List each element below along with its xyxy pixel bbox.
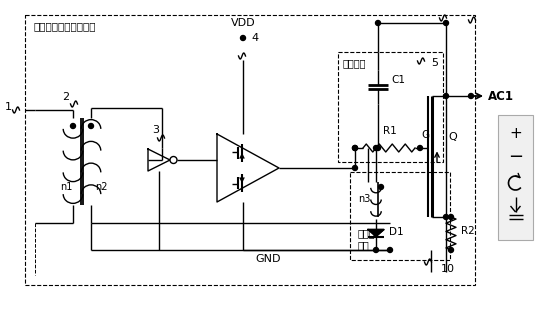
Text: R2: R2 — [461, 225, 475, 236]
Circle shape — [417, 145, 422, 150]
Text: D1: D1 — [389, 227, 403, 237]
Circle shape — [448, 215, 453, 219]
Circle shape — [443, 20, 448, 25]
Text: Q: Q — [448, 132, 457, 142]
Text: VDD: VDD — [231, 18, 256, 28]
Bar — [338, 52, 443, 162]
Text: C1: C1 — [391, 75, 405, 85]
Text: 調整回路: 調整回路 — [343, 58, 366, 68]
Text: 回路: 回路 — [358, 240, 370, 250]
Circle shape — [70, 123, 75, 129]
Text: +: + — [509, 126, 522, 140]
Text: n2: n2 — [95, 182, 108, 192]
Text: 2: 2 — [62, 92, 69, 102]
Text: 4: 4 — [251, 33, 258, 43]
Circle shape — [443, 215, 448, 219]
Circle shape — [352, 166, 357, 171]
Text: −: − — [508, 148, 523, 166]
Text: R1: R1 — [382, 126, 396, 136]
Circle shape — [352, 145, 357, 150]
Text: 負電圧: 負電圧 — [358, 228, 376, 238]
Text: 1: 1 — [5, 102, 12, 112]
Circle shape — [376, 20, 381, 25]
Circle shape — [374, 247, 379, 253]
Text: G: G — [421, 130, 429, 140]
Text: n3: n3 — [358, 193, 370, 203]
Text: n1: n1 — [60, 182, 72, 192]
Circle shape — [352, 145, 357, 150]
Circle shape — [448, 247, 453, 253]
Text: 3: 3 — [152, 125, 159, 135]
Text: 10: 10 — [441, 264, 455, 274]
Circle shape — [443, 94, 448, 99]
Circle shape — [376, 145, 381, 150]
Circle shape — [374, 145, 379, 150]
Bar — [25, 15, 475, 285]
Circle shape — [379, 184, 384, 189]
Text: 5: 5 — [431, 58, 438, 68]
Text: GND: GND — [255, 254, 280, 264]
Bar — [498, 115, 533, 240]
Circle shape — [240, 36, 245, 41]
Text: AC1: AC1 — [488, 90, 514, 103]
Text: スイッチング制御回路: スイッチング制御回路 — [33, 21, 95, 31]
Polygon shape — [368, 229, 384, 237]
Circle shape — [387, 247, 392, 253]
Circle shape — [468, 94, 473, 99]
Bar — [350, 172, 450, 260]
Circle shape — [170, 157, 177, 163]
Circle shape — [88, 123, 93, 129]
